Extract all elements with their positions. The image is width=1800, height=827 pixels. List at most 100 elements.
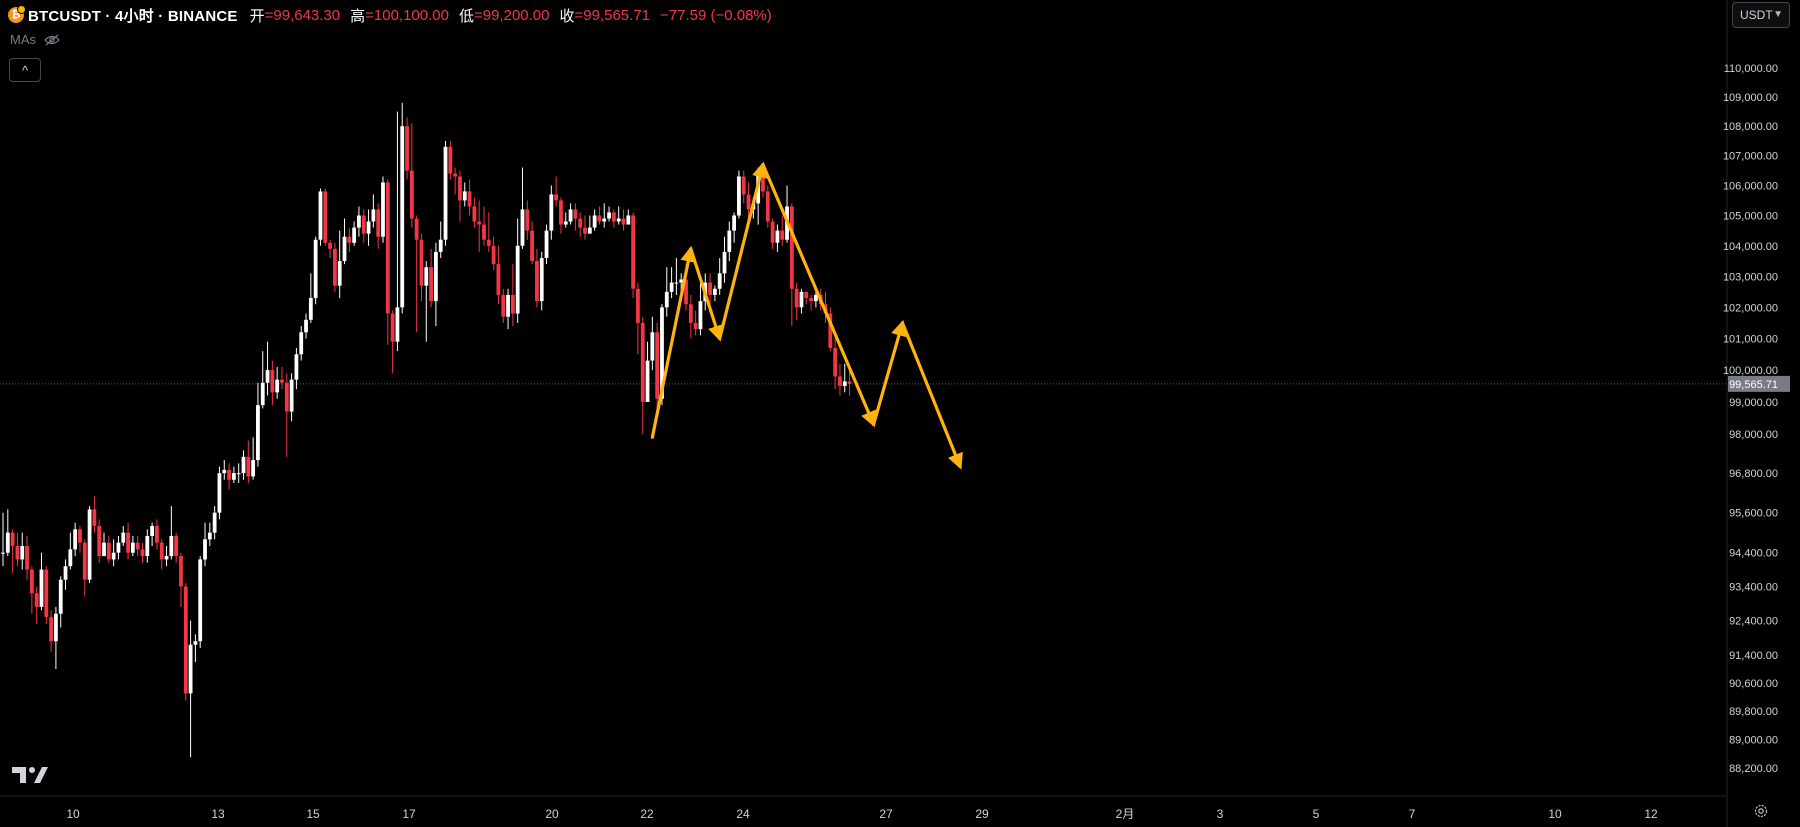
candle-up[interactable] bbox=[799, 291, 804, 308]
candle-up[interactable] bbox=[212, 512, 217, 533]
candle-up[interactable] bbox=[381, 182, 385, 237]
candle-down[interactable] bbox=[159, 542, 164, 560]
candle-down[interactable] bbox=[501, 294, 506, 317]
candle-down[interactable] bbox=[741, 176, 746, 195]
candle-down[interactable] bbox=[765, 191, 770, 222]
candle-up[interactable] bbox=[150, 525, 155, 536]
annotation-arrow[interactable] bbox=[718, 161, 768, 341]
candle-up[interactable] bbox=[260, 382, 265, 406]
candle-up[interactable] bbox=[587, 227, 592, 234]
candle-down[interactable] bbox=[409, 170, 414, 219]
candle-up[interactable] bbox=[544, 230, 549, 259]
tradingview-logo-icon[interactable] bbox=[12, 765, 48, 785]
candle-up[interactable] bbox=[645, 360, 650, 402]
candle-down[interactable] bbox=[174, 535, 179, 557]
candle-down[interactable] bbox=[376, 209, 381, 237]
candle-up[interactable] bbox=[400, 126, 405, 308]
candle-up[interactable] bbox=[462, 191, 467, 201]
candle-up[interactable] bbox=[679, 279, 684, 283]
candle-up[interactable] bbox=[87, 509, 92, 580]
symbol-title[interactable]: BTCUSDT · 4小时 · BINANCE bbox=[28, 7, 238, 25]
candle-down[interactable] bbox=[496, 264, 501, 295]
candle-up[interactable] bbox=[357, 215, 361, 228]
candle-up[interactable] bbox=[366, 221, 371, 234]
candle-down[interactable] bbox=[477, 221, 482, 225]
annotation-arrow[interactable] bbox=[761, 162, 876, 428]
candle-down[interactable] bbox=[405, 126, 409, 171]
candle-up[interactable] bbox=[20, 546, 25, 560]
candle-down[interactable] bbox=[828, 313, 833, 348]
candle-down[interactable] bbox=[554, 194, 559, 201]
candle-down[interactable] bbox=[179, 556, 183, 587]
candle-up[interactable] bbox=[626, 215, 631, 225]
candle-down[interactable] bbox=[746, 194, 751, 210]
candle-down[interactable] bbox=[332, 248, 337, 286]
candle-down[interactable] bbox=[49, 617, 53, 642]
candle-up[interactable] bbox=[515, 245, 520, 314]
candle-up[interactable] bbox=[203, 539, 207, 560]
candle-up[interactable] bbox=[198, 559, 203, 642]
candle-down[interactable] bbox=[270, 370, 275, 393]
annotation-arrow[interactable] bbox=[689, 247, 724, 342]
candle-down[interactable] bbox=[126, 532, 130, 553]
candle-down[interactable] bbox=[804, 291, 809, 299]
candle-down[interactable] bbox=[761, 173, 765, 192]
candle-up[interactable] bbox=[222, 469, 227, 474]
candle-up[interactable] bbox=[717, 273, 722, 289]
candle-up[interactable] bbox=[256, 405, 260, 461]
candle-up[interactable] bbox=[251, 460, 256, 477]
candle-up[interactable] bbox=[5, 532, 10, 553]
candle-up[interactable] bbox=[712, 288, 717, 295]
candle-down[interactable] bbox=[611, 212, 616, 222]
candle-down[interactable] bbox=[34, 593, 39, 607]
candle-up[interactable] bbox=[265, 370, 270, 383]
candle-up[interactable] bbox=[164, 556, 169, 560]
candle-up[interactable] bbox=[539, 258, 544, 302]
candle-down[interactable] bbox=[833, 347, 838, 377]
candle-down[interactable] bbox=[448, 146, 453, 174]
candle-up[interactable] bbox=[434, 251, 438, 302]
mas-indicator-label[interactable]: MAs bbox=[10, 32, 36, 47]
candle-up[interactable] bbox=[54, 613, 58, 642]
candle-down[interactable] bbox=[44, 569, 49, 618]
candle-down[interactable] bbox=[429, 267, 433, 302]
candle-up[interactable] bbox=[443, 146, 448, 240]
candle-up[interactable] bbox=[68, 549, 73, 567]
candle-up[interactable] bbox=[616, 218, 621, 222]
candle-up[interactable] bbox=[169, 535, 174, 557]
candle-down[interactable] bbox=[535, 261, 539, 302]
candle-down[interactable] bbox=[135, 542, 140, 550]
candle-up[interactable] bbox=[207, 532, 212, 540]
candle-down[interactable] bbox=[597, 215, 602, 222]
candle-down[interactable] bbox=[92, 509, 97, 526]
candle-up[interactable] bbox=[669, 282, 674, 292]
candle-down[interactable] bbox=[10, 532, 15, 547]
candle-down[interactable] bbox=[82, 542, 87, 580]
candle-down[interactable] bbox=[583, 227, 587, 234]
candle-up[interactable] bbox=[842, 381, 847, 386]
candle-up[interactable] bbox=[231, 473, 236, 480]
candle-up[interactable] bbox=[775, 230, 780, 243]
candle-up[interactable] bbox=[342, 236, 347, 262]
candle-down[interactable] bbox=[25, 546, 29, 570]
candle-down[interactable] bbox=[347, 236, 352, 243]
candle-up[interactable] bbox=[371, 209, 376, 222]
candle-down[interactable] bbox=[15, 546, 20, 560]
candle-up[interactable] bbox=[102, 542, 106, 557]
candle-up[interactable] bbox=[568, 209, 573, 222]
candle-down[interactable] bbox=[467, 191, 472, 207]
candle-up[interactable] bbox=[737, 176, 741, 216]
candle-down[interactable] bbox=[385, 182, 390, 314]
annotation-arrow[interactable] bbox=[872, 319, 907, 427]
candle-up[interactable] bbox=[217, 473, 222, 513]
candle-down[interactable] bbox=[323, 191, 328, 243]
candle-down[interactable] bbox=[847, 381, 852, 384]
candle-down[interactable] bbox=[280, 379, 284, 383]
candle-up[interactable] bbox=[664, 291, 669, 308]
candle-up[interactable] bbox=[236, 473, 241, 475]
settings-gear-icon[interactable] bbox=[1753, 803, 1769, 819]
candle-down[interactable] bbox=[688, 304, 693, 323]
eye-hidden-icon[interactable] bbox=[44, 34, 60, 46]
candle-up[interactable] bbox=[275, 379, 280, 393]
candle-down[interactable] bbox=[390, 313, 395, 342]
